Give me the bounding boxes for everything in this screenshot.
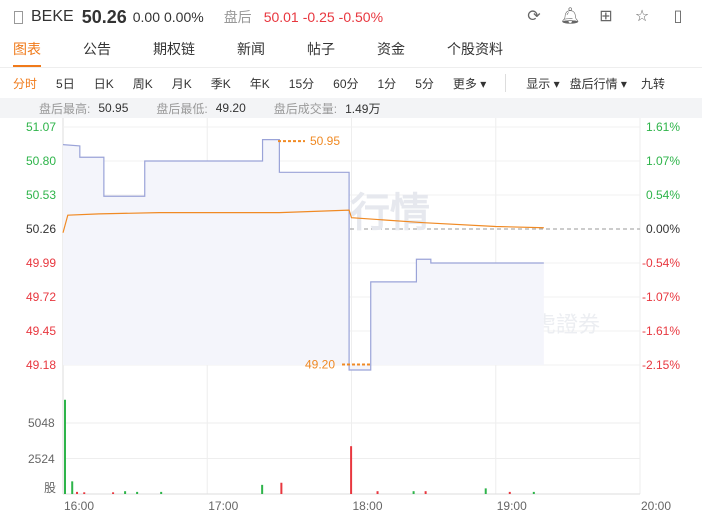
x-tick-label: 18:00 — [352, 499, 382, 513]
volume-tick: 5048 — [28, 416, 55, 430]
period-bar: 分时 5日 日K 周K 月K 季K 年K 15分 60分 1分 5分 更多 ▾ … — [0, 68, 702, 98]
high-annotation: 50.95 — [310, 134, 340, 148]
period-year[interactable]: 年K — [249, 76, 270, 91]
period-month[interactable]: 月K — [171, 76, 192, 91]
y-tick-right: 1.61% — [646, 120, 680, 134]
volume-bar — [112, 492, 115, 494]
period-quarter[interactable]: 季K — [210, 76, 231, 91]
volume-bar — [350, 446, 353, 494]
y-tick-right: -1.61% — [642, 324, 680, 338]
volume-label: 盘后成交量: — [273, 101, 338, 116]
grid-icon[interactable]: ⊞ — [599, 8, 613, 25]
last-price: 50.26 — [81, 6, 127, 27]
y-tick-left: 51.07 — [26, 120, 56, 134]
volume-bar — [532, 491, 535, 494]
change: 0.00 — [132, 9, 160, 25]
x-tick-label: 17:00 — [208, 499, 238, 513]
volume-bar — [160, 491, 163, 494]
more-dropdown[interactable]: 更多 ▾ — [452, 76, 487, 91]
y-tick-right: -0.54% — [642, 256, 680, 270]
y-tick-right: -2.15% — [642, 358, 680, 372]
volume-bar — [424, 491, 427, 494]
period-5d[interactable]: 5日 — [56, 76, 75, 91]
volume-bar — [64, 399, 66, 494]
nine-turn-button[interactable]: 九转 — [640, 76, 665, 91]
low-annotation: 49.20 — [305, 357, 335, 371]
volume-bar — [136, 491, 139, 494]
volume-bar — [376, 491, 379, 494]
bell-icon[interactable]: 🔔︎ — [560, 8, 581, 25]
volume-bar — [508, 491, 511, 494]
volume-unit: 股 — [44, 481, 56, 495]
period-15m[interactable]: 15分 — [288, 76, 315, 91]
star-icon[interactable]: ☆ — [634, 8, 650, 25]
average-line — [62, 209, 544, 233]
y-tick-left: 49.18 — [26, 358, 56, 372]
display-dropdown[interactable]: 显示 ▾ — [526, 76, 560, 91]
low-value: 49.20 — [215, 101, 246, 115]
volume-bar — [412, 491, 415, 494]
period-week[interactable]: 周K — [132, 76, 153, 91]
divider — [505, 74, 507, 92]
y-tick-left: 49.99 — [26, 256, 56, 270]
period-1m[interactable]: 1分 — [377, 76, 397, 91]
period-60m[interactable]: 60分 — [333, 76, 359, 91]
after-hours-change: -0.25 — [302, 9, 335, 25]
tab-funds[interactable]: 资金 — [377, 41, 405, 57]
refresh-icon[interactable]: ⟳ — [527, 8, 541, 25]
tab-bar: 图表 公告 期权链 新闻 帖子 资金 个股资料 — [0, 34, 702, 68]
tab-chart[interactable]: 图表 — [13, 39, 41, 67]
period-day[interactable]: 日K — [93, 76, 114, 91]
y-tick-right: 0.00% — [646, 222, 680, 236]
tab-options[interactable]: 期权链 — [153, 41, 195, 57]
volume-bar — [261, 484, 264, 494]
volume-bar — [71, 481, 74, 494]
volume-value: 1.49万 — [345, 101, 381, 116]
after-hours-label: 盘后 — [223, 9, 252, 25]
tab-posts[interactable]: 帖子 — [307, 41, 335, 57]
after-hours-stats: 盘后最高: 50.95 盘后最低: 49.20 盘后成交量: 1.49万 — [0, 98, 702, 118]
after-hours-price: 50.01 — [263, 9, 299, 25]
period-intraday[interactable]: 分时 — [13, 76, 38, 91]
y-tick-right: 1.07% — [646, 154, 680, 168]
panel-icon[interactable]: ▯ — [673, 8, 683, 25]
y-tick-left: 49.45 — [26, 324, 56, 338]
tab-profile[interactable]: 个股资料 — [447, 41, 503, 57]
tab-announcements[interactable]: 公告 — [83, 41, 111, 57]
low-label: 盘后最低: — [156, 101, 208, 116]
symbol: BEKE — [31, 8, 74, 25]
y-tick-left: 50.26 — [26, 222, 56, 236]
price-area — [63, 139, 544, 371]
y-tick-left: 50.53 — [26, 188, 56, 202]
sidebar-toggle-icon[interactable] — [14, 10, 23, 24]
intraday-chart[interactable]: 16:00 17:00 18:00 19:00 20:00 51.07 1.61% 50.80… — [0, 118, 702, 520]
volume-bar — [76, 491, 79, 494]
y-tick-left: 49.72 — [26, 290, 56, 304]
after-hours-change-pct: -0.50% — [338, 9, 384, 25]
volume-bar — [280, 482, 283, 494]
y-tick-left: 50.80 — [26, 154, 56, 168]
period-5m[interactable]: 5分 — [415, 76, 434, 91]
y-tick-right: -1.07% — [642, 290, 680, 304]
price-line — [62, 138, 544, 371]
x-tick-label: 19:00 — [497, 499, 527, 513]
x-tick-label: 16:00 — [64, 499, 94, 513]
tab-news[interactable]: 新闻 — [237, 41, 265, 57]
volume-bar — [484, 488, 487, 494]
x-tick-label: 20:00 — [641, 499, 671, 513]
volume-bar — [124, 491, 127, 494]
high-label: 盘后最高: — [39, 101, 91, 116]
after-hours-dropdown[interactable]: 盘后行情 ▾ — [569, 76, 627, 91]
volume-bar — [83, 492, 86, 494]
change-pct: 0.00% — [163, 9, 204, 25]
volume-tick: 2524 — [28, 452, 55, 466]
quote-header: BEKE 50.26 0.00 0.00% 盘后 50.01 -0.25 -0.… — [0, 0, 702, 34]
high-value: 50.95 — [98, 101, 129, 115]
y-tick-right: 0.54% — [646, 188, 680, 202]
